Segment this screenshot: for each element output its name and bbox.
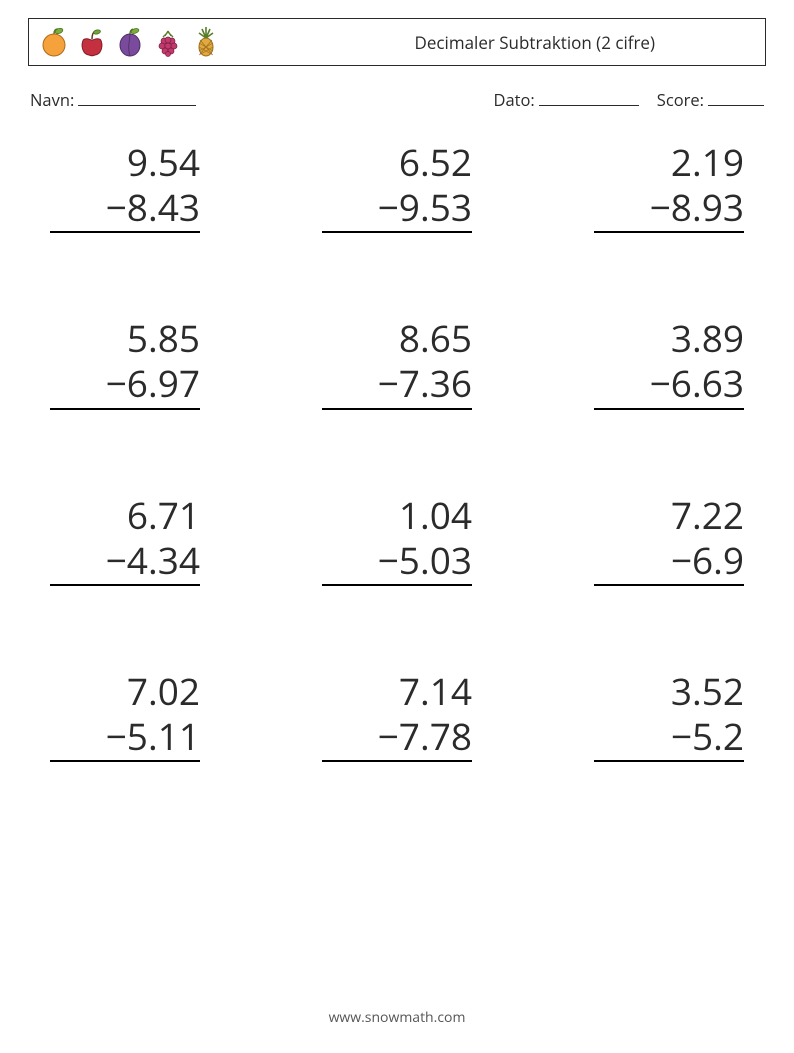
problem: 2.19 −8.93 <box>594 139 744 233</box>
minuend: 5.85 <box>50 315 200 360</box>
info-row: Navn: Dato: Score: <box>28 88 766 111</box>
score-blank-line <box>708 88 764 106</box>
problem-row: 5.85 −6.97 8.65 −7.36 3.89 −6.63 <box>50 315 744 409</box>
subtrahend: −6.63 <box>594 360 744 409</box>
problem-row: 9.54 −8.43 6.52 −9.53 2.19 −8.93 <box>50 139 744 233</box>
date-blank-line <box>539 88 639 106</box>
footer-url: www.snowmath.com <box>0 1008 794 1027</box>
problem: 9.54 −8.43 <box>50 139 200 233</box>
minuend: 9.54 <box>50 139 200 184</box>
worksheet-page: Decimaler Subtraktion (2 cifre) Navn: Da… <box>0 0 794 1053</box>
minuend: 7.14 <box>322 668 472 713</box>
subtrahend: −8.93 <box>594 184 744 233</box>
minuend: 7.22 <box>594 492 744 537</box>
name-blank-line <box>78 88 196 106</box>
problem: 6.52 −9.53 <box>322 139 472 233</box>
problems-grid: 9.54 −8.43 6.52 −9.53 2.19 −8.93 5.85 −6… <box>28 139 766 762</box>
problem: 7.14 −7.78 <box>322 668 472 762</box>
date-label: Dato: <box>493 88 534 111</box>
subtrahend: −5.03 <box>322 537 472 586</box>
minuend: 3.89 <box>594 315 744 360</box>
worksheet-title: Decimaler Subtraktion (2 cifre) <box>415 31 655 54</box>
orange-icon <box>37 25 71 59</box>
minuend: 1.04 <box>322 492 472 537</box>
header-box: Decimaler Subtraktion (2 cifre) <box>28 18 766 66</box>
raspberry-icon <box>151 25 185 59</box>
problem: 7.22 −6.9 <box>594 492 744 586</box>
subtrahend: −5.11 <box>50 713 200 762</box>
problem: 6.71 −4.34 <box>50 492 200 586</box>
minuend: 6.52 <box>322 139 472 184</box>
subtrahend: −6.97 <box>50 360 200 409</box>
subtrahend: −7.78 <box>322 713 472 762</box>
problem: 5.85 −6.97 <box>50 315 200 409</box>
subtrahend: −4.34 <box>50 537 200 586</box>
problem: 7.02 −5.11 <box>50 668 200 762</box>
fruit-icons-row <box>37 25 223 59</box>
apple-icon <box>75 25 109 59</box>
subtrahend: −6.9 <box>594 537 744 586</box>
subtrahend: −8.43 <box>50 184 200 233</box>
subtrahend: −5.2 <box>594 713 744 762</box>
problem-row: 7.02 −5.11 7.14 −7.78 3.52 −5.2 <box>50 668 744 762</box>
minuend: 7.02 <box>50 668 200 713</box>
subtrahend: −9.53 <box>322 184 472 233</box>
problem: 1.04 −5.03 <box>322 492 472 586</box>
problem: 3.52 −5.2 <box>594 668 744 762</box>
minuend: 3.52 <box>594 668 744 713</box>
problem-row: 6.71 −4.34 1.04 −5.03 7.22 −6.9 <box>50 492 744 586</box>
subtrahend: −7.36 <box>322 360 472 409</box>
plum-icon <box>113 25 147 59</box>
name-label: Navn: <box>30 88 74 111</box>
minuend: 2.19 <box>594 139 744 184</box>
problem: 3.89 −6.63 <box>594 315 744 409</box>
pineapple-icon <box>189 25 223 59</box>
minuend: 6.71 <box>50 492 200 537</box>
minuend: 8.65 <box>322 315 472 360</box>
problem: 8.65 −7.36 <box>322 315 472 409</box>
score-label: Score: <box>657 88 704 111</box>
